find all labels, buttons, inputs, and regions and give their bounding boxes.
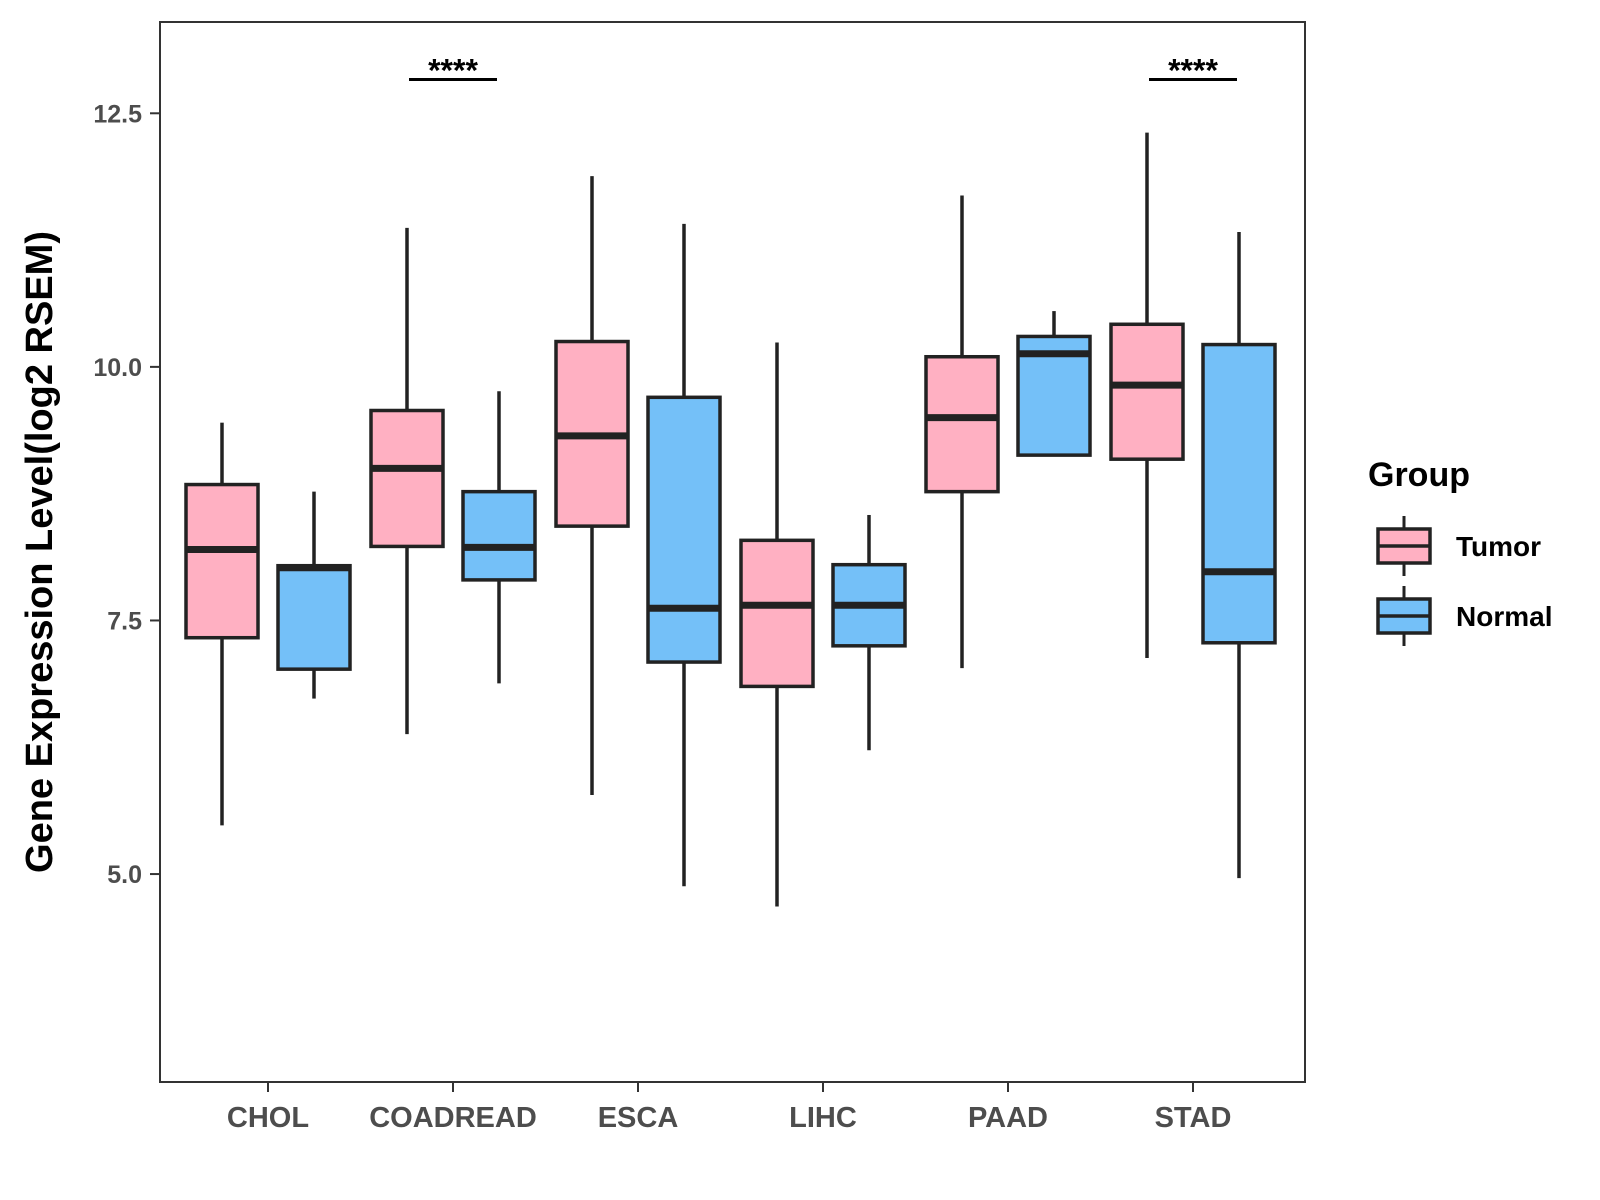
x-tick-label-paad: PAAD [968, 1102, 1048, 1134]
iqr-box [646, 395, 722, 664]
box-normal-coadread [461, 391, 537, 684]
legend: Group Tumor Normal [1368, 456, 1552, 646]
y-tick-label-7-5: 7.5 [107, 607, 142, 635]
y-tick-label-10-0: 10.0 [93, 354, 142, 382]
panel-border [159, 21, 1306, 1083]
significance-coadread: **** [409, 53, 497, 89]
significance-stad: **** [1149, 53, 1237, 89]
box-tumor-stad [1109, 132, 1185, 658]
box-normal-chol [276, 491, 352, 699]
iqr-box [739, 538, 815, 689]
iqr-box [369, 408, 445, 549]
iqr-box [1201, 342, 1277, 645]
x-axis: CHOL COADREAD ESCA LIHC PAAD STAD [227, 1082, 1231, 1134]
box-tumor-chol [184, 422, 260, 826]
significance-label: **** [1168, 53, 1218, 89]
iqr-box [1109, 322, 1185, 461]
x-tick-label-lihc: LIHC [789, 1102, 857, 1134]
y-axis-title: Gene Expression Level(log2 RSEM) [19, 231, 61, 873]
x-tick-label-esca: ESCA [598, 1102, 679, 1134]
plot-area: **** **** [184, 53, 1277, 907]
iqr-box [184, 482, 260, 640]
y-tick-label-5-0: 5.0 [107, 861, 142, 889]
box-normal-esca [646, 223, 722, 887]
y-axis: 5.0 7.5 10.0 12.5 [93, 100, 160, 889]
significance-label: **** [428, 53, 478, 89]
legend-entry-tumor: Tumor [1376, 516, 1541, 576]
box-tumor-esca [554, 176, 630, 795]
legend-entry-normal: Normal [1376, 586, 1552, 646]
iqr-box [276, 563, 352, 671]
box-normal-stad [1201, 231, 1277, 879]
box-tumor-paad [924, 195, 1000, 669]
legend-label: Normal [1456, 601, 1552, 632]
x-tick-label-coadread: COADREAD [369, 1102, 537, 1134]
iqr-box [924, 354, 1000, 494]
legend-label: Tumor [1456, 531, 1541, 562]
y-tick-label-12-5: 12.5 [93, 100, 142, 128]
box-tumor-lihc [739, 342, 815, 907]
box-normal-paad [1016, 311, 1092, 457]
box-tumor-coadread [369, 227, 445, 735]
x-tick-label-chol: CHOL [227, 1102, 309, 1134]
x-tick-label-stad: STAD [1155, 1102, 1232, 1134]
iqr-box [461, 489, 537, 582]
box-normal-lihc [831, 514, 907, 751]
legend-title: Group [1368, 456, 1470, 494]
